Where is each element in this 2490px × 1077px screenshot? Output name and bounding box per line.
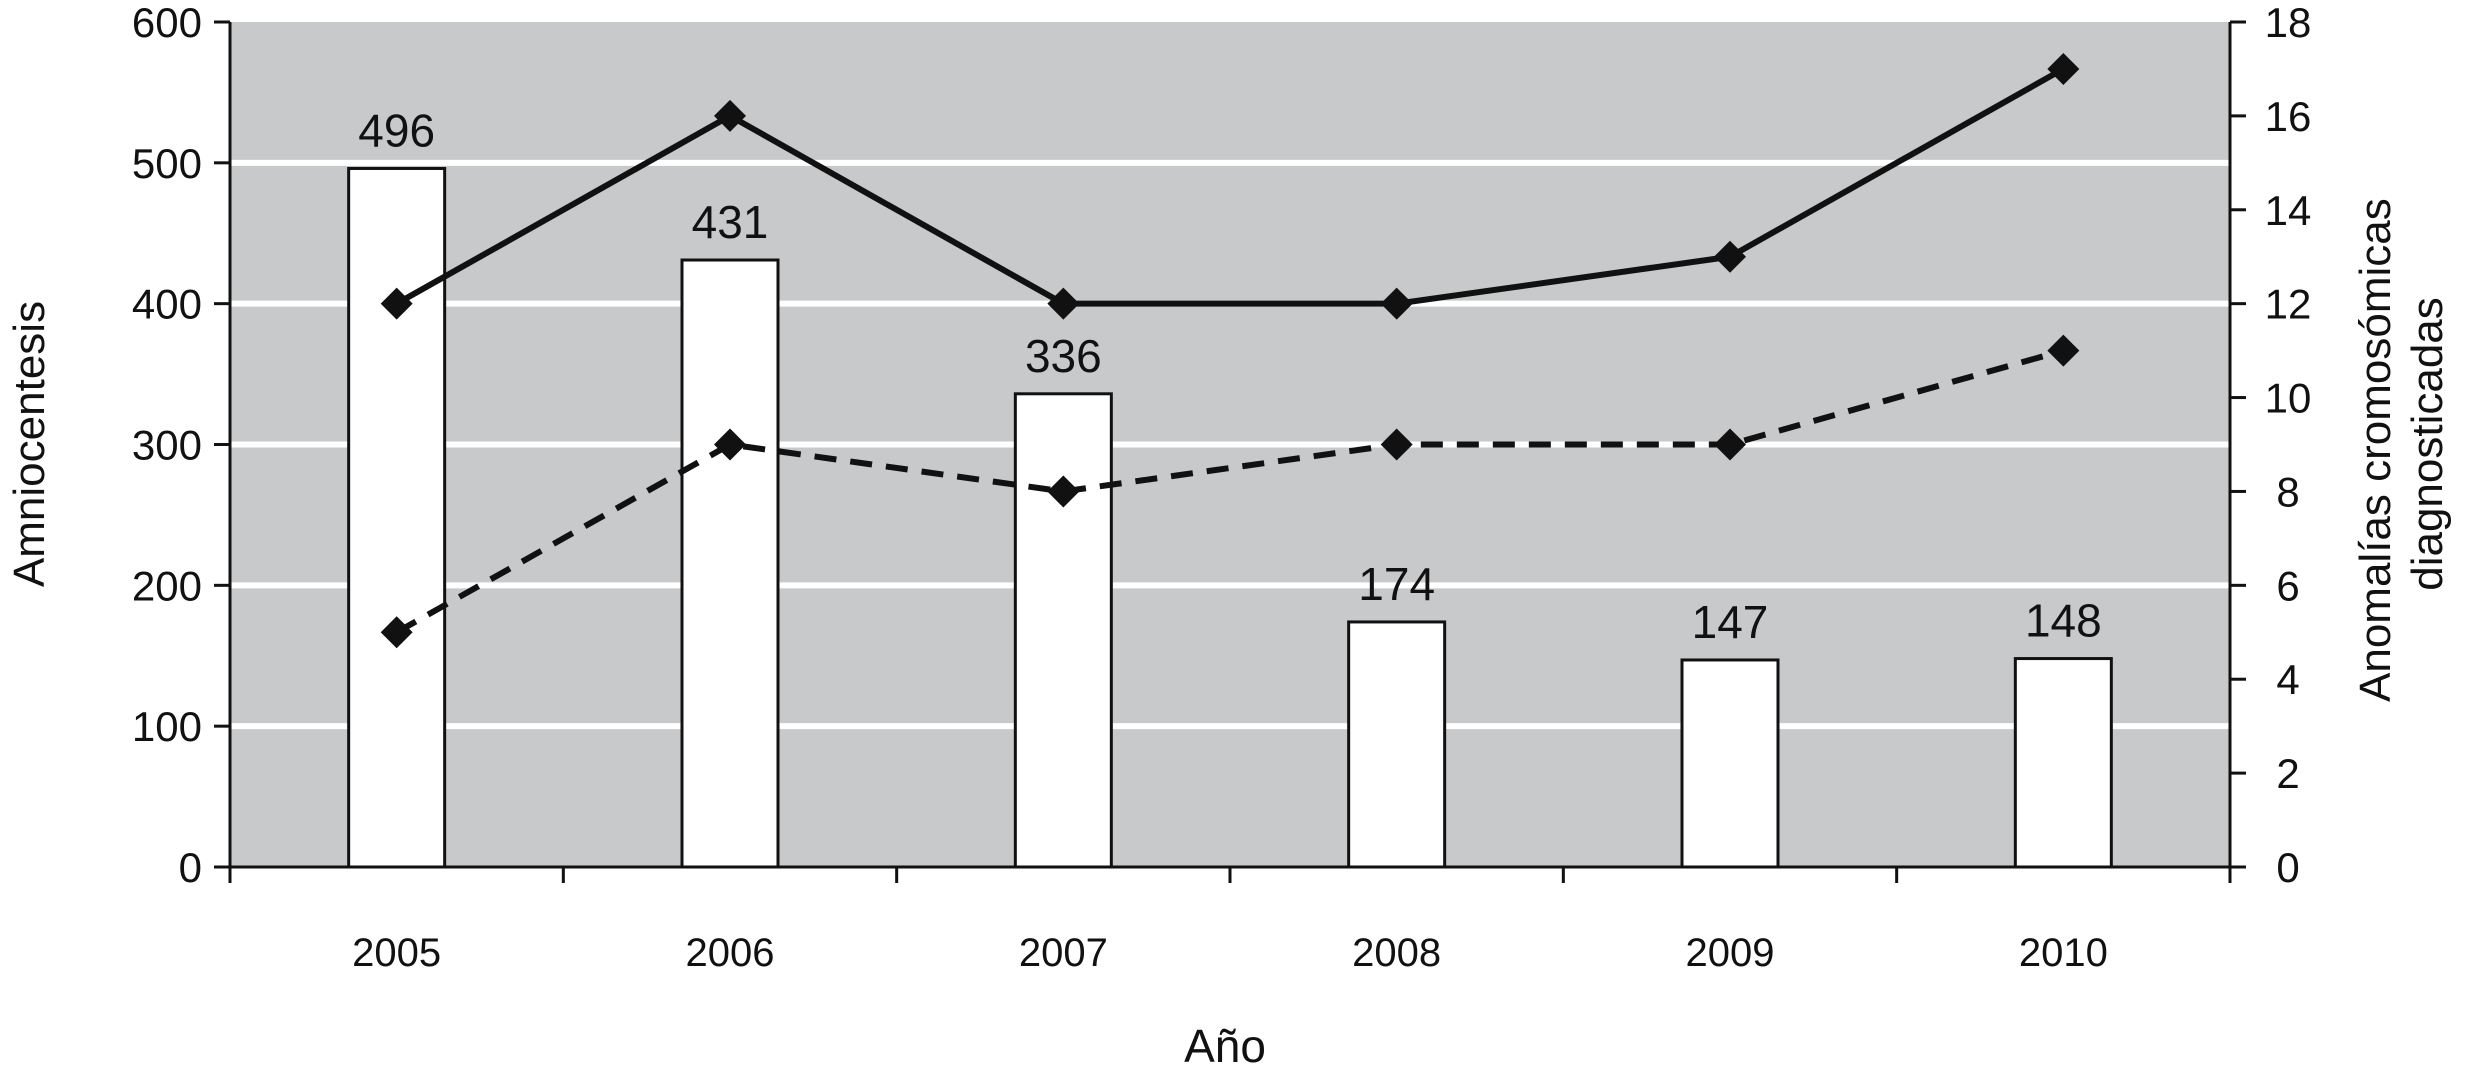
right-tick-label: 0 (2276, 844, 2299, 891)
bar-2009 (1680, 658, 1780, 869)
bar-data-label-2010: 148 (2025, 595, 2102, 647)
left-axis-ticks: 0 100 200 300 400 500 600 (132, 0, 230, 891)
bar-data-label-2005: 496 (358, 104, 435, 156)
y-axis-left-label: Amniocentesis (5, 301, 54, 587)
bar-data-label-2008: 174 (1358, 558, 1435, 610)
bar-data-label-2006: 431 (692, 196, 769, 248)
line-solid-point-2010 (2047, 52, 2080, 85)
right-tick-label: 16 (2265, 93, 2312, 140)
right-tick-label: 18 (2265, 0, 2312, 46)
line-solid-point-2006 (714, 99, 746, 132)
line-dashed-point-2009 (1714, 428, 1746, 461)
bar-labels: 496 431 336 174 147 148 (358, 104, 2101, 648)
right-tick-label: 8 (2276, 468, 2299, 515)
line-dashed-point-2005 (380, 616, 413, 649)
line-series-dashed (395, 347, 2065, 635)
bar-2005 (347, 166, 447, 869)
left-tick-label: 500 (132, 140, 202, 187)
right-tick-label: 14 (2265, 187, 2312, 234)
x-axis-ticks: 2005 2006 2007 2008 2009 2010 (228, 867, 2232, 975)
right-tick-label: 12 (2265, 281, 2312, 328)
line-dashed-point-2008 (1380, 428, 1413, 461)
line-solid-point-2008 (1380, 287, 1413, 320)
y-axis-right-label-line-1: Anomalías cromosómicas (2351, 198, 2400, 702)
right-tick-label: 4 (2276, 656, 2299, 703)
bar-2010 (2013, 657, 2113, 869)
x-axis-label: Año (1184, 1020, 1266, 1072)
line-series-solid (395, 66, 2065, 307)
line-dashed-point-2010 (2047, 334, 2080, 367)
right-tick-label: 2 (2276, 750, 2299, 797)
line-solid-point-2005 (380, 287, 413, 320)
bar-2007 (1013, 392, 1113, 869)
y-axis-right-label: Anomalías cromosómicas diagnosticadas (2351, 186, 2452, 702)
line-dashed-point-2007 (1047, 475, 1080, 508)
bar-2008 (1347, 620, 1447, 869)
bar-data-label-2009: 147 (1692, 596, 1769, 648)
x-tick-label-2009: 2009 (1686, 931, 1775, 975)
line-solid-point-2009 (1714, 240, 1746, 273)
left-tick-label: 400 (132, 281, 202, 328)
left-tick-label: 300 (132, 422, 202, 469)
left-tick-label: 600 (132, 0, 202, 46)
x-tick-label-2008: 2008 (1352, 931, 1441, 975)
y-axis-right-label-line-2: diagnosticadas (2403, 297, 2452, 591)
line-solid-point-2007 (1047, 287, 1080, 320)
line-dashed-point-2006 (714, 428, 746, 461)
left-tick-label: 200 (132, 562, 202, 609)
left-tick-label: 100 (132, 703, 202, 750)
right-tick-label: 6 (2276, 562, 2299, 609)
series-lines (380, 52, 2080, 649)
left-tick-label: 0 (179, 844, 202, 891)
x-tick-label-2010: 2010 (2019, 931, 2108, 975)
x-tick-label-2006: 2006 (686, 931, 775, 975)
bar-2006 (680, 258, 780, 869)
right-tick-label: 10 (2265, 375, 2312, 422)
right-axis-ticks: 0 2 4 6 8 10 12 14 16 18 (2230, 0, 2311, 891)
bar-data-label-2007: 336 (1025, 330, 1102, 382)
x-tick-label-2005: 2005 (352, 931, 441, 975)
x-tick-label-2007: 2007 (1019, 931, 1108, 975)
